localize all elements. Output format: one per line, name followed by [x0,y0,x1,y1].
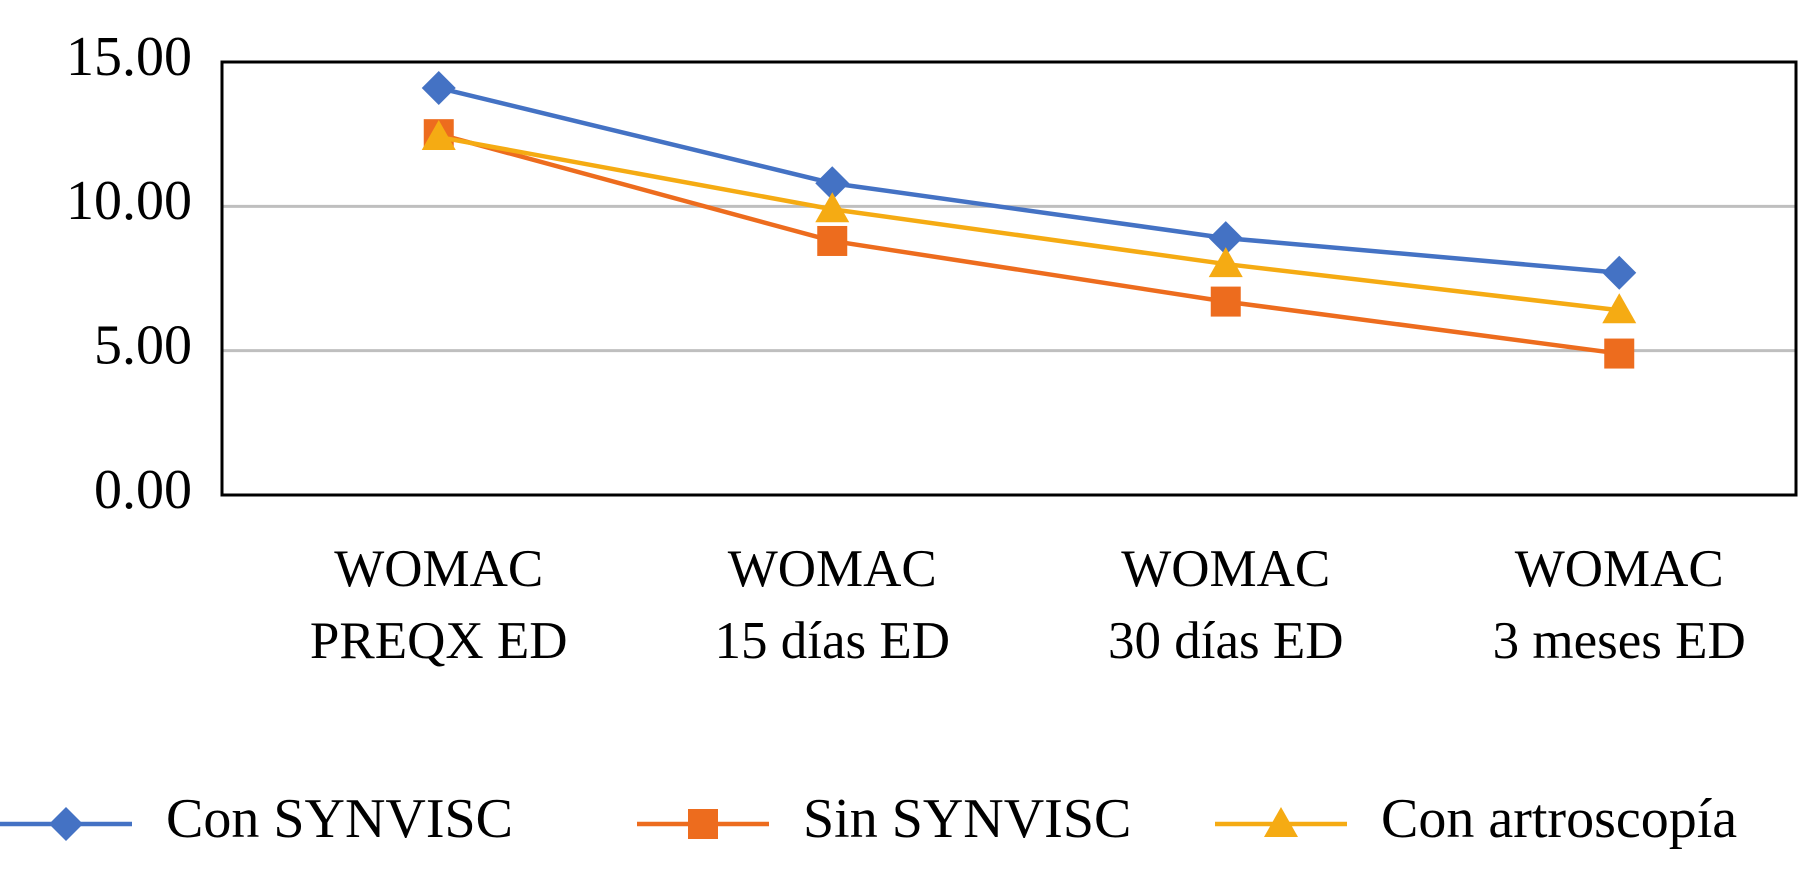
x-tick-label: WOMAC [1515,540,1724,598]
legend-marker [49,807,83,841]
legend-marker [1264,807,1298,837]
legend-label: Con SYNVISC [166,788,513,850]
marker [815,192,850,223]
x-tick-label: WOMAC [728,540,937,598]
marker [421,70,456,105]
marker [1208,221,1243,256]
marker [815,166,850,201]
x-tick-label: WOMAC [1121,540,1330,598]
legend-marker [688,809,718,839]
x-tick-label: 3 meses ED [1493,612,1746,670]
legend-label: Con artroscopía [1381,788,1737,850]
y-tick-label: 0.00 [94,459,192,521]
x-tick-label: 15 días ED [714,612,950,670]
legend-label: Sin SYNVISC [803,788,1131,850]
series-line [438,134,1620,313]
series-line [438,85,1620,275]
marker [1602,255,1637,290]
series-line [438,131,1620,356]
x-tick-label: 30 días ED [1108,612,1344,670]
marker [1210,286,1241,317]
marker [817,225,848,256]
y-tick-label: 5.00 [94,315,192,377]
marker [421,120,456,151]
marker [1602,293,1637,324]
y-tick-label: 15.00 [66,26,192,88]
marker [1208,247,1243,278]
y-tick-label: 10.00 [66,170,192,232]
plot-frame [220,60,1798,497]
x-tick-label: PREQX ED [310,612,568,670]
x-tick-label: WOMAC [334,540,543,598]
marker [1604,338,1635,369]
